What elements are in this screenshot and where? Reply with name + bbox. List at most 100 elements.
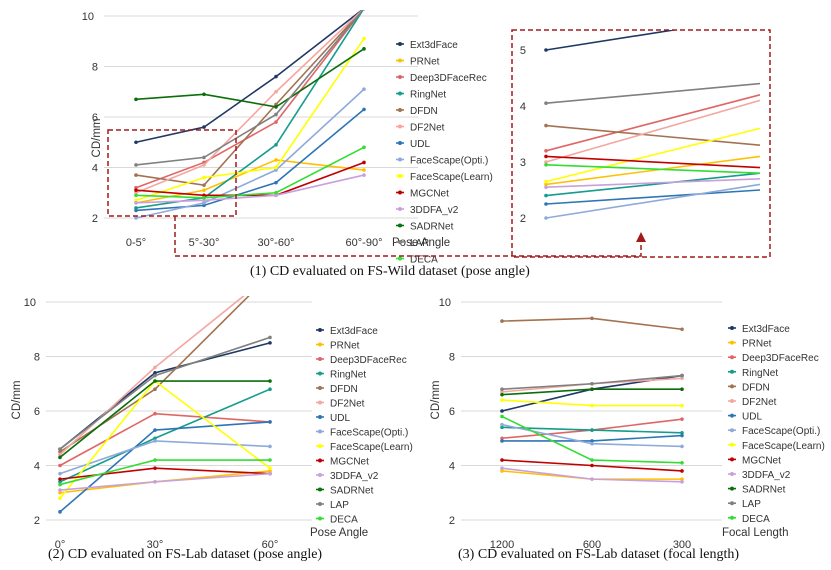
y-tick-label: 4	[34, 461, 40, 473]
data-point	[134, 208, 138, 213]
chart-lab-pose: 2 4 6 8 10 0° 30° 60° Pose Angle CD/mm Ext3dFace PR…	[11, 296, 413, 551]
x-tick-label: 600	[583, 539, 601, 551]
legend-label: FaceScape(Opti.)	[410, 156, 488, 167]
y-tick-label: 4	[92, 163, 98, 175]
data-point	[590, 381, 594, 386]
y-tick-label: 2	[34, 515, 40, 527]
legend-marker	[398, 58, 402, 63]
data-point	[500, 436, 504, 441]
zoom-series-line	[545, 178, 761, 188]
connector-arrowhead	[636, 232, 646, 242]
legend-label: Ext3dFace	[410, 40, 458, 51]
x-tick-label: 1200	[490, 539, 514, 551]
legend-label: DFDN	[330, 384, 358, 395]
series-line	[135, 10, 364, 166]
data-point	[268, 387, 272, 392]
legend-marker	[398, 174, 402, 178]
legend-marker	[398, 207, 402, 211]
data-point	[362, 47, 366, 51]
legend-label: DECA	[742, 514, 770, 525]
data-point	[363, 10, 365, 11]
legend-marker	[318, 371, 322, 376]
legend-label: FaceScape(Opti.)	[330, 428, 408, 439]
series-line	[135, 48, 365, 108]
zoom-series-line	[545, 99, 761, 163]
data-point	[274, 158, 278, 162]
legend-marker	[318, 516, 322, 521]
series-line	[135, 10, 364, 189]
data-point	[500, 390, 504, 394]
legend-label: DF2Net	[330, 399, 365, 410]
data-point	[590, 463, 594, 468]
zoom-data-point	[544, 149, 548, 153]
data-point	[590, 316, 594, 321]
y-tick-label: 6	[92, 112, 98, 124]
zoom-series-line	[545, 30, 679, 51]
data-point	[274, 89, 278, 94]
legend-marker	[398, 91, 402, 96]
series-lines	[58, 296, 272, 514]
data-point	[153, 458, 157, 462]
data-point	[590, 458, 594, 462]
data-point	[153, 387, 157, 392]
data-point	[500, 469, 504, 473]
legend-label: SADRNet	[410, 222, 454, 233]
legend-marker	[318, 415, 322, 419]
data-point	[500, 319, 504, 323]
data-point	[153, 379, 157, 383]
data-point	[500, 398, 504, 402]
y-tick-label: 10	[82, 11, 94, 23]
data-point	[680, 327, 684, 332]
legend-label: DF2Net	[410, 123, 445, 134]
zoom-data-point	[544, 163, 548, 167]
data-point	[268, 466, 272, 471]
legend-label: MGCNet	[410, 189, 449, 200]
legend-marker	[318, 342, 322, 347]
series-line	[135, 10, 364, 194]
y-tick-label: 2	[449, 515, 455, 527]
chart-wild-zoom: 2 3 4 5	[520, 30, 761, 225]
y-tick-label: 10	[24, 297, 36, 309]
x-axis-label: Pose Angle	[392, 237, 450, 249]
data-point	[680, 477, 684, 481]
data-point	[268, 469, 272, 473]
legend-label: FaceScape(Learn)	[742, 441, 825, 452]
legend-marker	[730, 355, 734, 360]
x-tick-label: 0°	[55, 539, 66, 551]
data-point	[274, 165, 278, 170]
data-point	[500, 409, 504, 413]
legend-label: SADRNet	[330, 486, 374, 497]
legend-marker	[398, 223, 402, 228]
data-point	[58, 480, 62, 484]
data-point	[268, 341, 272, 345]
data-point	[274, 74, 278, 79]
data-point	[58, 490, 62, 495]
caption-3: (3) CD evaluated on FS-Lab dataset (foca…	[458, 547, 740, 562]
zoom-annotation	[107, 29, 771, 258]
data-point	[680, 376, 684, 381]
x-tick-label: 30°-60°	[258, 237, 295, 249]
legend-marker	[730, 369, 734, 374]
zoom-data-point	[544, 202, 548, 206]
legend-marker	[398, 108, 402, 112]
zoom-series-line	[545, 164, 761, 174]
data-point	[268, 458, 272, 462]
legend-marker	[398, 75, 402, 79]
x-tick-label: 60°-90°	[346, 237, 383, 249]
data-point	[134, 190, 138, 195]
legend-marker	[318, 473, 322, 477]
data-point	[58, 447, 62, 451]
y-tick-label: 2	[92, 213, 98, 225]
series-line	[135, 10, 364, 209]
legend-label: RingNet	[742, 368, 778, 379]
zoom-series-line	[545, 94, 761, 152]
zoom-data-point	[544, 193, 548, 198]
legend-marker	[318, 386, 322, 390]
series-line	[135, 88, 365, 219]
data-point	[58, 455, 62, 460]
data-point	[153, 439, 157, 443]
legend-marker	[730, 384, 734, 389]
zoom-series-line	[545, 189, 761, 205]
data-point	[268, 471, 272, 476]
data-point	[500, 439, 504, 443]
